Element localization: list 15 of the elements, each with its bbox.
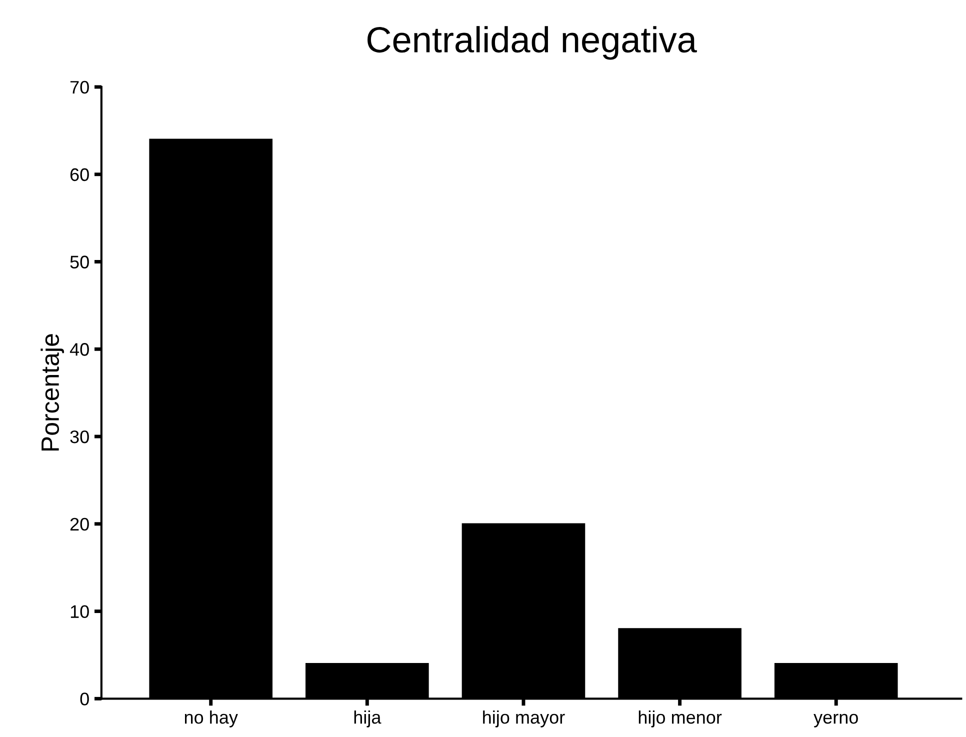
y-tick-label: 60 [70, 168, 89, 182]
y-tick-label: 50 [70, 256, 89, 268]
y-tick-label: 20 [70, 518, 89, 531]
chart-title: Centralidad negativa [368, 26, 697, 60]
y-tick-label: 70 [70, 80, 89, 94]
x-tick-label: yerno [814, 714, 858, 728]
x-tick-label: hija [354, 710, 382, 728]
y-tick-label: 30 [70, 430, 89, 444]
x-tick-label: no hay [184, 710, 238, 728]
y-tick-label: 10 [70, 605, 89, 618]
x-tick-label: hijo menor [638, 710, 722, 728]
y-tick-label: 40 [70, 343, 89, 356]
y-axis-title: Porcentaje [40, 334, 64, 451]
x-tick-label: hijo mayor [483, 710, 565, 728]
y-tick-label: 0 [80, 692, 89, 706]
